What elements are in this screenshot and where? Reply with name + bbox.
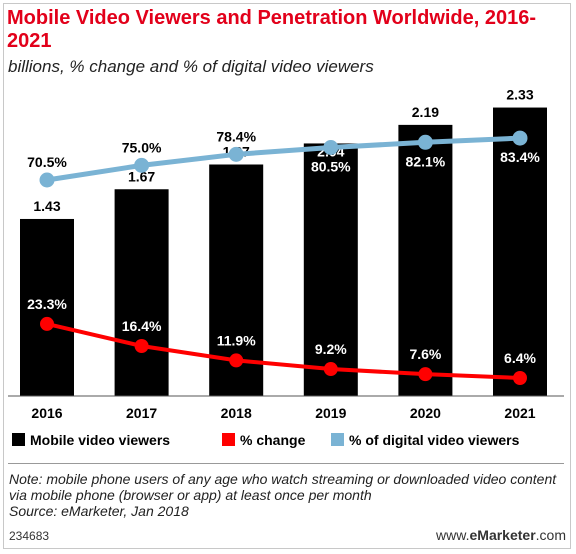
bar-label: 1.43	[33, 198, 60, 214]
note-divider	[8, 463, 564, 464]
change-label: 6.4%	[504, 350, 536, 366]
legend-swatch	[12, 433, 25, 446]
x-tick-label: 2016	[31, 405, 62, 421]
change-label: 11.9%	[217, 332, 256, 348]
x-tick-label: 2018	[221, 405, 252, 421]
bar-mobile-video-viewers-2021	[493, 107, 547, 397]
penetration-point-2016	[39, 172, 55, 188]
penetration-label: 78.4%	[216, 128, 256, 144]
legend-swatch	[331, 433, 344, 446]
note-text: Note: mobile phone users of any age who …	[9, 471, 557, 503]
change-label: 16.4%	[122, 318, 162, 334]
change-point-2017	[134, 339, 149, 353]
bar-mobile-video-viewers-2020	[398, 124, 453, 397]
penetration-point-2019	[323, 140, 339, 155]
legend-swatch	[222, 433, 235, 446]
change-label: 7.6%	[409, 346, 441, 362]
x-tick-label: 2017	[126, 405, 157, 421]
bar-mobile-video-viewers-2016	[20, 218, 74, 396]
legend-label: % change	[240, 432, 306, 448]
penetration-label: 75.0%	[122, 139, 162, 155]
source-text: Source: eMarketer, Jan 2018	[9, 503, 189, 519]
change-label: 9.2%	[315, 341, 347, 357]
bar-label: 2.19	[412, 104, 439, 120]
change-point-2016	[40, 316, 54, 331]
legend-label: Mobile video viewers	[30, 432, 170, 448]
change-point-2018	[229, 353, 244, 368]
chart-subtitle: billions, % change and % of digital vide…	[8, 57, 374, 76]
x-tick-label: 2019	[315, 405, 346, 421]
penetration-point-2021	[512, 130, 528, 146]
change-point-2020	[418, 367, 433, 382]
penetration-point-2017	[134, 157, 150, 173]
brand-prefix: www.	[436, 527, 470, 543]
change-point-2019	[323, 362, 338, 377]
legend-label: % of digital video viewers	[349, 432, 520, 448]
penetration-label: 80.5%	[311, 159, 351, 175]
bar-mobile-video-viewers-2019	[303, 143, 358, 396]
bar-label: 2.33	[506, 87, 533, 103]
brand-suffix: .com	[535, 527, 566, 543]
change-point-2021	[513, 371, 527, 385]
change-line	[46, 321, 521, 380]
bar-label: 1.67	[128, 168, 155, 184]
chart-frame	[3, 3, 571, 549]
penetration-label: 82.1%	[406, 153, 446, 169]
brand-name: eMarketer	[469, 527, 536, 543]
x-tick-label: 2021	[504, 405, 535, 421]
bar-mobile-video-viewers-2017	[114, 189, 169, 396]
penetration-line	[46, 135, 521, 183]
penetration-point-2020	[417, 134, 433, 150]
brand-link[interactable]: www.eMarketer.com	[436, 527, 566, 543]
penetration-label: 83.4%	[500, 149, 540, 165]
penetration-label: 70.5%	[27, 154, 67, 170]
chart-note: Note: mobile phone users of any age who …	[9, 471, 564, 519]
change-label: 23.3%	[27, 296, 67, 312]
penetration-point-2018	[228, 146, 244, 162]
x-tick-label: 2020	[410, 405, 441, 421]
chart-title: Mobile Video Viewers and Penetration Wor…	[7, 7, 537, 52]
chart-id: 234683	[9, 529, 50, 543]
